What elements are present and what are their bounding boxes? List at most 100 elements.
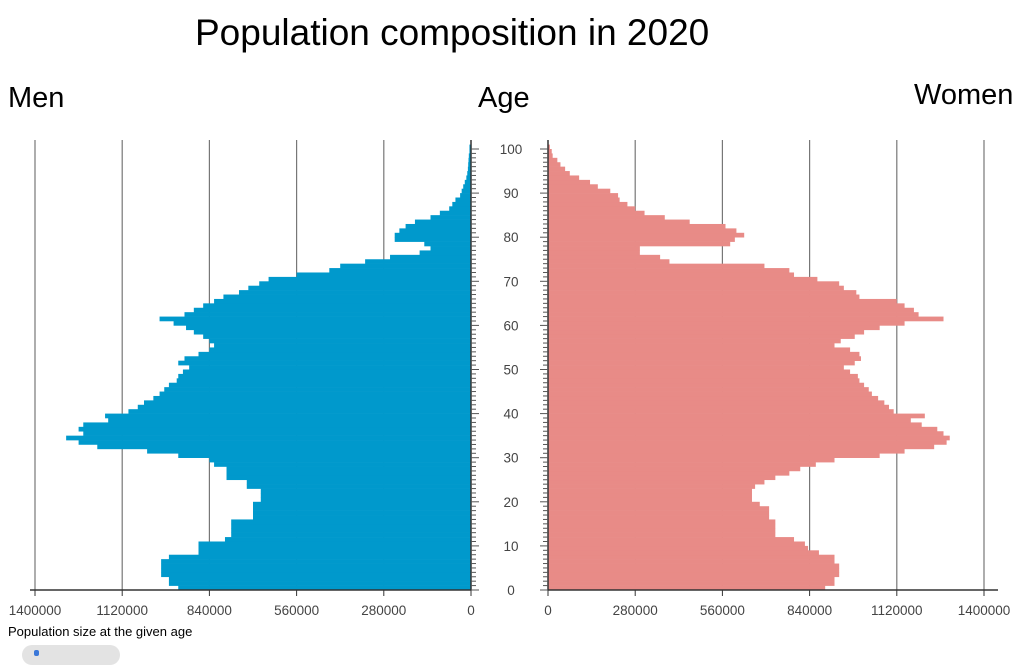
women-bar-age-15	[548, 519, 776, 525]
men-bar-age-92	[464, 179, 471, 185]
men-bar-age-99	[469, 149, 471, 154]
men-bar-age-11	[224, 537, 471, 542]
women-bar-age-99	[548, 149, 552, 154]
men-bar-age-23	[246, 484, 471, 489]
women-bar-age-16	[548, 515, 770, 520]
women-bar-age-92	[548, 179, 591, 185]
women-label: Women	[914, 79, 1014, 111]
women-bar-age-76	[548, 250, 640, 256]
men-bar-age-18	[253, 506, 471, 511]
women-bar-age-60	[548, 320, 905, 326]
women-bar-age-97	[548, 157, 558, 163]
women-bar-age-23	[548, 484, 756, 489]
age-tick-label: 90	[503, 186, 518, 201]
men-bar-age-60	[173, 320, 472, 326]
men-bar-age-32	[97, 444, 472, 450]
women-bar-age-50	[548, 365, 844, 370]
women-bar-age-48	[548, 373, 858, 379]
men-bar-age-2	[168, 576, 471, 582]
men-bar-age-4	[161, 567, 471, 573]
women-bar-age-24	[548, 479, 765, 485]
women-bar-age-22	[548, 488, 752, 494]
men-bar-age-19	[253, 501, 471, 507]
men-bar-age-45	[164, 387, 471, 392]
women-bar-age-52	[548, 356, 861, 361]
women-bar-age-11	[548, 537, 795, 542]
men-bar-age-88	[455, 197, 471, 203]
men-bar-age-12	[231, 532, 471, 538]
men-bar-age-0	[178, 585, 471, 591]
women-bar-age-13	[548, 528, 776, 533]
women-bar-age-65	[548, 298, 897, 304]
women-bar-age-80	[548, 232, 745, 238]
men-bar-age-21	[260, 492, 471, 498]
x-tick-label-right: 1400000	[958, 603, 1011, 618]
men-bar-age-42	[144, 400, 471, 406]
x-tick-label-left: 280000	[361, 603, 406, 618]
men-bar-age-53	[198, 351, 471, 357]
men-bar-age-75	[390, 254, 471, 260]
women-bar-age-32	[548, 444, 935, 450]
men-bar-age-9	[198, 545, 471, 551]
men-bar-age-87	[452, 201, 471, 207]
men-bar-age-43	[153, 395, 472, 401]
women-bar-age-86	[548, 206, 636, 212]
women-bar-age-83	[548, 219, 690, 225]
men-bar-age-68	[248, 285, 471, 291]
men-bar-age-29	[209, 457, 471, 463]
women-bar-age-0	[548, 585, 826, 591]
x-tick-label-right: 1120000	[871, 603, 923, 618]
men-bar-age-33	[78, 440, 471, 445]
women-bar-age-67	[548, 290, 857, 295]
men-bar-age-72	[329, 268, 471, 273]
men-bar-age-15	[231, 519, 471, 525]
men-bar-age-56	[209, 338, 471, 344]
women-bar-age-70	[548, 276, 818, 282]
women-bar-age-62	[548, 312, 919, 317]
men-bar-age-65	[214, 298, 472, 304]
women-bar-age-87	[548, 201, 628, 207]
women-bar-age-1	[548, 581, 835, 586]
men-bar-age-55	[214, 343, 472, 348]
men-bar-age-26	[226, 470, 471, 476]
women-bar-age-69	[548, 281, 840, 287]
women-bar-age-3	[548, 572, 840, 578]
women-bar-age-81	[548, 228, 737, 234]
women-bar-age-29	[548, 457, 835, 463]
women-bar-age-41	[548, 404, 890, 410]
men-bar-age-39	[105, 413, 472, 419]
men-bar-age-22	[260, 488, 471, 494]
women-bar-age-14	[548, 523, 776, 529]
x-tick-label-right: 560000	[700, 603, 745, 618]
men-bar-age-98	[468, 153, 471, 159]
age-tick-label: 0	[507, 583, 515, 598]
x-axis-label: Population size at the given age	[8, 624, 193, 639]
men-bar-age-70	[268, 276, 471, 282]
women-bar-age-95	[548, 166, 566, 172]
women-bar-age-96	[548, 162, 561, 167]
men-bar-age-58	[193, 329, 472, 335]
women-bar-age-37	[548, 422, 922, 428]
women-bar-age-61	[548, 316, 944, 322]
women-bar-age-7	[548, 554, 835, 560]
women-bar-age-63	[548, 307, 914, 313]
men-bar-age-8	[198, 550, 471, 556]
men-bar-age-66	[223, 294, 471, 300]
women-bar-age-34	[548, 435, 950, 441]
women-bar-age-58	[548, 329, 865, 335]
men-bar-age-73	[340, 263, 471, 269]
men-bar-age-28	[214, 462, 472, 467]
men-bar-age-17	[253, 510, 471, 516]
men-bar-age-38	[108, 418, 471, 423]
women-bar-age-74	[548, 259, 670, 264]
men-bar-age-7	[168, 554, 471, 560]
men-bar-age-48	[178, 373, 471, 379]
women-bar-age-64	[548, 303, 905, 309]
women-bar-age-79	[548, 237, 735, 242]
women-bar-age-18	[548, 506, 770, 511]
men-bar-age-100	[469, 144, 471, 150]
men-bar-age-78	[424, 241, 471, 247]
women-bar-age-42	[548, 400, 885, 406]
men-bar-age-34	[66, 435, 472, 441]
age-tick-label: 10	[503, 539, 518, 554]
